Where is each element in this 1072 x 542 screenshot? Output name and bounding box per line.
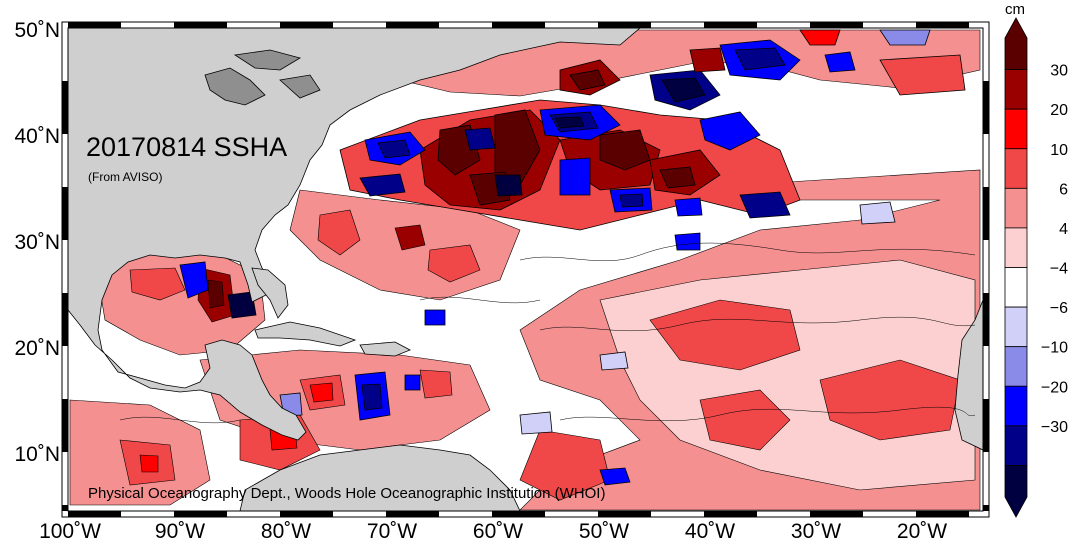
colorbar-swatch: [1004, 17, 1028, 70]
colorbar: cm 30 20 10 6 4 −4 −6 −10 −20 −30: [1004, 1, 1068, 518]
map-title: 20170814 SSHA: [86, 132, 287, 162]
frame-segment-right: [983, 399, 989, 452]
colorbar-tick-label: 30: [1050, 63, 1068, 80]
frame-segment-bottom: [386, 511, 439, 517]
frame-segment-bottom: [174, 511, 227, 517]
frame-segment-bottom: [492, 511, 545, 517]
colorbar-swatch: [1004, 227, 1028, 268]
lat-label-10n: 10˚N: [14, 443, 60, 466]
frame-segment-top: [280, 22, 333, 28]
lon-label-30w: 30˚W: [791, 520, 841, 542]
colorbar-swatch: [1004, 267, 1028, 308]
map-frame: [62, 22, 989, 517]
frame-segment-bottom: [598, 511, 651, 517]
colorbar-swatch: [1004, 385, 1028, 427]
lat-label-20n: 20˚N: [14, 337, 60, 360]
frame-segment-top: [386, 22, 439, 28]
frame-segment-top: [810, 22, 863, 28]
frame-segment-bottom: [704, 511, 757, 517]
gulf-negative-eddies: [179, 201, 896, 486]
frame-outer-border: [61, 21, 990, 518]
frame-segment-top: [492, 22, 545, 28]
lon-label-20w: 20˚W: [897, 520, 947, 542]
map-panel: 20170814 SSHA (From AVISO) Physical Ocea…: [68, 28, 983, 511]
latitude-labels: 50˚N 40˚N 30˚N 20˚N 10˚N: [14, 19, 60, 466]
frame-segment-top: [174, 22, 227, 28]
colorbar-swatch: [1004, 108, 1028, 150]
colorbar-tick-label: 6: [1059, 181, 1068, 198]
colorbar-swatch: [1004, 306, 1028, 348]
frame-segment-bottom: [68, 511, 121, 517]
colorbar-tick-label: 20: [1050, 102, 1068, 119]
lon-label-80w: 80˚W: [261, 520, 311, 542]
frame-segment-left: [62, 399, 68, 452]
colorbar-tick-label: −30: [1041, 419, 1068, 436]
frame-segment-right: [983, 293, 989, 346]
frame-segment-bottom: [810, 511, 863, 517]
colorbar-swatches: [1004, 17, 1028, 518]
colorbar-unit: cm: [1005, 1, 1025, 18]
florida-peninsula: [251, 267, 289, 319]
hispaniola-island: [359, 341, 411, 357]
cuba-island: [254, 321, 357, 347]
frame-inner-border: [67, 27, 984, 512]
north-america-land: [68, 28, 641, 441]
colorbar-tick-label: −10: [1041, 340, 1068, 357]
lon-label-60w: 60˚W: [473, 520, 523, 542]
colorbar-tick-label: −6: [1050, 300, 1068, 317]
lon-label-50w: 50˚W: [579, 520, 629, 542]
colorbar-ticks: 30 20 10 6 4 −4 −6 −10 −20 −30: [1041, 63, 1068, 436]
gulf-stream-eddies: [339, 99, 801, 251]
south-america-land: [239, 444, 521, 511]
map-credit: Physical Oceanography Dept., Woods Hole …: [88, 485, 605, 502]
africa-land: [954, 299, 983, 451]
colorbar-swatch: [1004, 187, 1028, 229]
frame-segment-bottom: [280, 511, 333, 517]
colorbar-tick-label: −20: [1041, 379, 1068, 396]
colorbar-swatch: [1004, 425, 1028, 466]
northern-eddies: [559, 29, 966, 111]
colorbar-swatch: [1004, 69, 1028, 110]
colorbar-swatch: [1004, 346, 1028, 387]
frame-segment-left: [62, 293, 68, 346]
map-subtitle: (From AVISO): [88, 170, 162, 184]
lon-label-40w: 40˚W: [685, 520, 735, 542]
frame-segment-right: [983, 81, 989, 134]
positive-anomaly-fields: [69, 29, 981, 511]
frame-segment-top: [916, 22, 969, 28]
great-lakes: [204, 49, 321, 106]
frame-segment-bottom: [916, 511, 969, 517]
lat-label-40n: 40˚N: [14, 125, 60, 148]
lon-label-70w: 70˚W: [367, 520, 417, 542]
colorbar-tick-label: −4: [1050, 261, 1068, 278]
lat-label-50n: 50˚N: [14, 19, 60, 42]
land-masses: [68, 28, 983, 511]
frame-segment-top: [68, 22, 121, 28]
colorbar-swatch: [1004, 465, 1028, 518]
frame-segment-top: [598, 22, 651, 28]
colorbar-swatch: [1004, 148, 1028, 189]
frame-segment-right: [983, 505, 989, 511]
lat-label-30n: 30˚N: [14, 231, 60, 254]
frame-segment-left: [62, 505, 68, 511]
lon-label-90w: 90˚W: [155, 520, 205, 542]
contour-lines: [119, 242, 976, 424]
lon-label-100w: 100˚W: [39, 520, 101, 542]
frame-segment-left: [62, 187, 68, 240]
longitude-labels: 100˚W 90˚W 80˚W 70˚W 60˚W 50˚W 40˚W 30˚W…: [39, 520, 947, 542]
colorbar-tick-label: 4: [1059, 221, 1068, 238]
frame-segment-top: [704, 22, 757, 28]
colorbar-tick-label: 10: [1050, 142, 1068, 159]
frame-segment-right: [983, 187, 989, 240]
frame-segment-left: [62, 81, 68, 134]
